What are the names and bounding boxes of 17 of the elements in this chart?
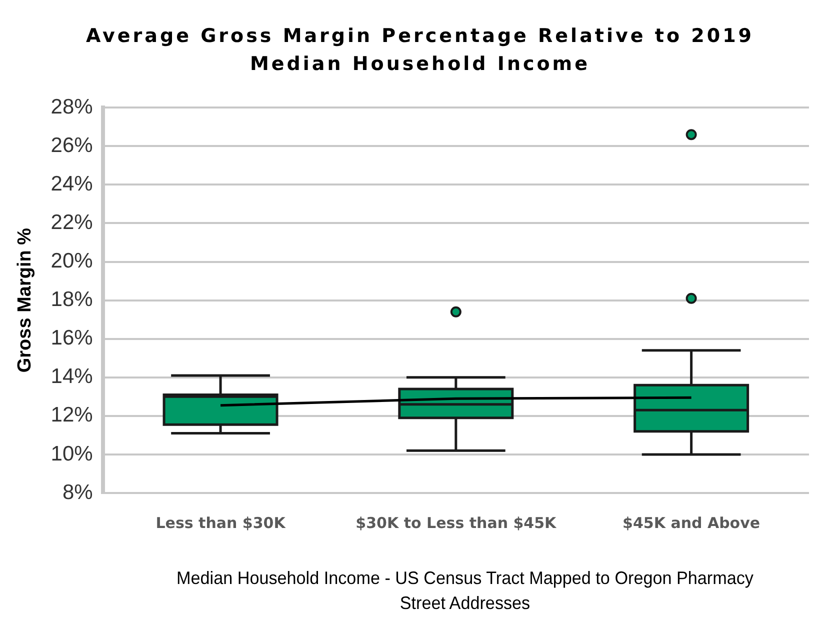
y-axis-title: Gross Margin % bbox=[14, 228, 36, 373]
y-tick-label: 20% bbox=[50, 250, 93, 273]
y-tick-label: 24% bbox=[50, 172, 93, 196]
y-tick-label: 16% bbox=[50, 326, 93, 350]
y-tick-label: 10% bbox=[50, 442, 93, 466]
y-tick-label: 26% bbox=[50, 134, 93, 157]
x-tick-label: $30K to Less than $45K bbox=[356, 514, 558, 532]
y-tick-label: 18% bbox=[50, 288, 93, 312]
y-tick-label: 22% bbox=[50, 211, 93, 234]
y-tick-label: 12% bbox=[50, 404, 93, 427]
y-tick-label: 28% bbox=[50, 95, 93, 118]
y-tick-label: 14% bbox=[50, 365, 93, 388]
x-tick-label: Less than $30K bbox=[156, 514, 287, 532]
x-tick-label: $45K and Above bbox=[622, 514, 760, 532]
x-axis-title: Median Household Income - US Census Tract Mapped to Oregon Pharmacy Street Addresses bbox=[176, 567, 754, 615]
chart-title: Average Gross Margin Percentage Relative to 2019 Median Household Income bbox=[84, 24, 756, 77]
y-tick-label: 8% bbox=[62, 480, 93, 504]
